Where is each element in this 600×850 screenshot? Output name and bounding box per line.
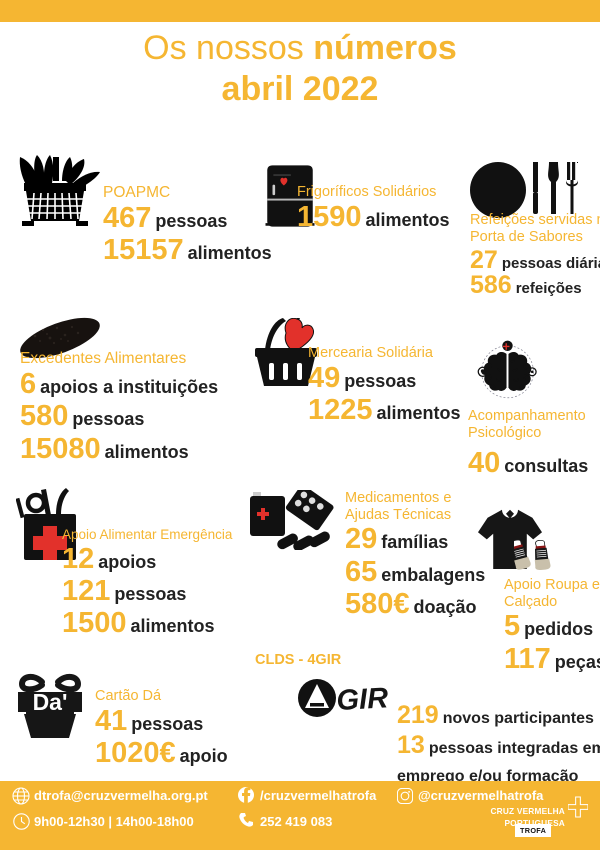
svg-text:GIR: GIR [336, 682, 389, 717]
svg-text:Da': Da' [33, 689, 68, 715]
